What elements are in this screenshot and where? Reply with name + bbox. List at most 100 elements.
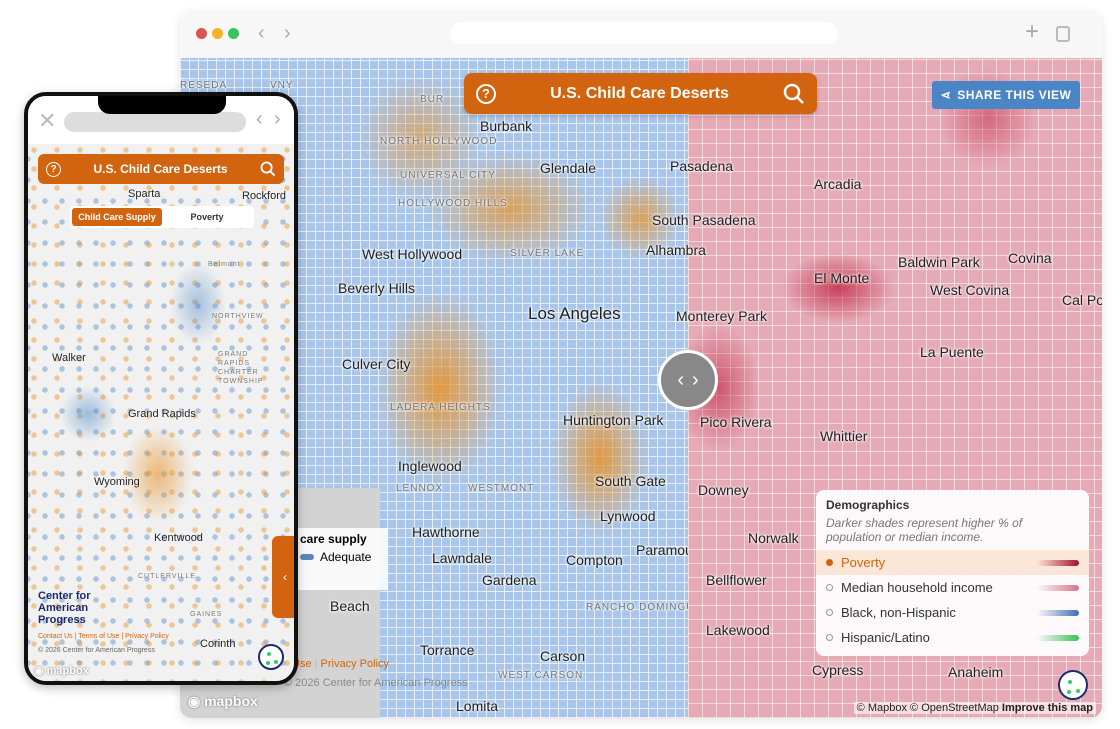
copyright: © 2026 Center for American Progress — [284, 677, 468, 689]
terms-link[interactable]: Terms of Use — [78, 633, 120, 640]
place-label: NORTH HOLLYWOOD — [380, 136, 498, 147]
place-label: Lynwood — [600, 508, 656, 524]
place-label: Carson — [540, 648, 586, 664]
place-label: Corinth — [200, 638, 236, 650]
place-label: La Puente — [920, 344, 984, 360]
desktop-map[interactable]: RESEDA VNY BUR Burbank NORTH HOLLYWOOD UNIVER… — [180, 58, 1102, 718]
place-label: Torrance — [420, 642, 475, 658]
place-label: UNIVERSAL CITY — [400, 170, 496, 181]
close-window-button[interactable] — [196, 28, 207, 39]
place-label: WESTMONT — [468, 483, 535, 494]
privacy-link[interactable]: Privacy Policy — [320, 658, 390, 670]
place-label: Hawthorne — [412, 524, 480, 540]
legend-item[interactable]: Poverty — [816, 550, 1089, 575]
back-button[interactable]: ‹ — [258, 22, 265, 44]
new-tab-button[interactable]: + — [1025, 18, 1040, 45]
radio-icon[interactable] — [826, 634, 833, 641]
chevron-right-icon: › — [692, 368, 699, 391]
mobile-address-bar[interactable] — [64, 112, 246, 132]
place-label: South Pasadena — [652, 212, 756, 228]
place-label: El Monte — [814, 270, 870, 286]
forward-button[interactable]: › — [284, 22, 291, 44]
legend-panel-toggle[interactable]: ‹ — [272, 536, 294, 618]
share-icon: ⋖ — [940, 88, 952, 102]
footer-links: Use | Privacy Policy — [292, 658, 390, 670]
mapbox-logo[interactable]: ◉ mapbox — [188, 693, 258, 709]
privacy-link[interactable]: Privacy Policy — [125, 633, 169, 640]
place-label: Cypress — [812, 662, 864, 678]
place-label: Lawndale — [432, 550, 492, 566]
demographics-legend: Demographics Darker shades represent hig… — [816, 490, 1089, 656]
search-icon[interactable] — [783, 83, 805, 105]
supply-legend-title: care supply — [300, 532, 367, 546]
legend-item-label: Median household income — [841, 580, 993, 595]
mapbox-attribution-link[interactable]: © Mapbox — [856, 702, 907, 714]
place-label: Huntington Park — [563, 412, 664, 428]
place-label: HOLLYWOOD HILLS — [398, 198, 508, 209]
place-label: Inglewood — [398, 458, 462, 474]
help-icon[interactable]: ? — [476, 83, 496, 104]
mobile-map[interactable]: Sparta Rockford Belmont NORTHVIEW Walker GRAN… — [28, 144, 294, 681]
place-label: Lomita — [456, 698, 499, 714]
tabs-overview-icon[interactable] — [1056, 26, 1070, 42]
place-label: Culver City — [342, 356, 411, 372]
color-ramp — [1037, 634, 1079, 641]
legend-item[interactable]: Median household income — [816, 575, 1089, 600]
place-label: Glendale — [540, 160, 597, 176]
share-view-button[interactable]: ⋖ SHARE THIS VIEW — [932, 81, 1080, 109]
place-label: Bellflower — [706, 572, 767, 588]
legend-item[interactable]: Hispanic/Latino — [816, 625, 1089, 650]
help-icon[interactable]: ? — [46, 161, 61, 177]
tab-child-care-supply[interactable]: Child Care Supply — [72, 208, 162, 226]
place-label: Norwalk — [748, 530, 799, 546]
place-label: CUTLERVILLE — [138, 573, 196, 580]
place-label: BUR — [420, 94, 445, 105]
radio-icon[interactable] — [826, 609, 833, 616]
address-bar[interactable] — [450, 22, 838, 44]
map-attribution: © Mapbox © OpenStreetMap Improve this ma… — [853, 702, 1096, 714]
place-label: Gardena — [482, 572, 537, 588]
place-label: Lakewood — [706, 622, 770, 638]
legend-item[interactable]: Black, non-Hispanic — [816, 600, 1089, 625]
chevron-left-icon: ‹ — [677, 368, 684, 391]
search-icon[interactable] — [260, 161, 276, 177]
place-label: Alhambra — [646, 242, 706, 258]
tab-poverty[interactable]: Poverty — [190, 212, 224, 222]
place-label: Compton — [566, 552, 623, 568]
mobile-footer-links: Contact Us | Terms of Use | Privacy Poli… — [38, 633, 169, 640]
place-label: Burbank — [480, 118, 533, 134]
place-label: RESEDA — [180, 80, 228, 91]
place-label: Beach — [330, 598, 370, 614]
place-label: Los Angeles — [528, 304, 621, 323]
place-label: SILVER LAKE — [510, 248, 585, 259]
place-label: Pico Rivera — [700, 414, 772, 430]
mobile-mapbox-logo[interactable]: ◉ mapbox — [34, 665, 89, 677]
color-ramp — [1037, 609, 1079, 616]
place-label: Downey — [698, 482, 749, 498]
legend-item-label: Poverty — [841, 555, 886, 570]
mobile-cookie-icon[interactable] — [258, 644, 284, 670]
maximize-window-button[interactable] — [228, 28, 239, 39]
radio-icon[interactable] — [826, 559, 833, 566]
compare-slider-handle[interactable]: ‹ › — [658, 350, 718, 410]
place-label: Monterey Park — [676, 308, 768, 324]
place-label: Pasadena — [670, 158, 734, 174]
improve-map-link[interactable]: Improve this map — [1001, 702, 1093, 714]
mobile-app-header: ? U.S. Child Care Deserts — [38, 154, 284, 184]
mobile-back-button[interactable]: ‹ — [256, 108, 263, 130]
legend-title: Demographics — [826, 498, 910, 512]
place-label: Rockford — [242, 190, 287, 202]
contact-link[interactable]: Contact Us — [38, 633, 73, 640]
mobile-phone-frame: ✕ ‹ › Sparta Rockford Belmont NORTHVIEW Walk… — [24, 92, 298, 685]
minimize-window-button[interactable] — [212, 28, 223, 39]
place-label: RANCHO DOMINGUEZ — [586, 602, 710, 613]
close-icon[interactable]: ✕ — [38, 108, 57, 133]
layer-toggle: Child Care Supply Poverty — [70, 206, 254, 228]
radio-icon[interactable] — [826, 584, 833, 591]
desktop-browser-window: ‹ › + RESEDA VNY BUR Burbank NORTH HOLLYWOOD… — [180, 12, 1102, 718]
legend-item-label: Hispanic/Latino — [841, 630, 930, 645]
osm-attribution-link[interactable]: © OpenStreetMap — [910, 702, 999, 714]
mobile-forward-button[interactable]: › — [274, 108, 281, 130]
app-header: ? U.S. Child Care Deserts — [464, 73, 817, 114]
cookie-settings-icon[interactable] — [1058, 670, 1088, 700]
